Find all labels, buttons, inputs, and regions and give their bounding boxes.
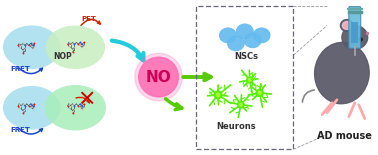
- Ellipse shape: [135, 53, 182, 101]
- FancyBboxPatch shape: [351, 22, 358, 43]
- Ellipse shape: [256, 89, 263, 96]
- Text: FRET: FRET: [10, 126, 30, 133]
- Ellipse shape: [214, 91, 222, 99]
- FancyArrowPatch shape: [112, 41, 144, 60]
- Ellipse shape: [139, 57, 178, 97]
- Ellipse shape: [45, 85, 106, 131]
- FancyArrowPatch shape: [18, 128, 42, 134]
- Text: NOP: NOP: [54, 52, 72, 61]
- Ellipse shape: [220, 28, 236, 43]
- Ellipse shape: [248, 79, 251, 81]
- Text: NO: NO: [146, 69, 172, 84]
- Ellipse shape: [342, 22, 351, 29]
- Ellipse shape: [244, 33, 261, 48]
- FancyBboxPatch shape: [349, 7, 361, 48]
- Ellipse shape: [236, 24, 253, 39]
- Ellipse shape: [3, 86, 60, 130]
- Ellipse shape: [342, 25, 368, 49]
- Ellipse shape: [3, 25, 60, 69]
- FancyArrowPatch shape: [166, 99, 182, 110]
- Ellipse shape: [46, 25, 105, 69]
- Ellipse shape: [228, 36, 244, 51]
- FancyArrowPatch shape: [183, 74, 211, 80]
- Ellipse shape: [253, 28, 270, 43]
- FancyArrowPatch shape: [302, 90, 314, 102]
- Ellipse shape: [216, 93, 220, 97]
- FancyArrowPatch shape: [81, 19, 100, 25]
- Ellipse shape: [239, 103, 242, 106]
- Ellipse shape: [258, 91, 261, 94]
- Text: PET: PET: [81, 16, 96, 22]
- FancyArrowPatch shape: [76, 97, 89, 103]
- Text: NSCs: NSCs: [234, 52, 258, 61]
- Text: FRET: FRET: [10, 66, 30, 72]
- Ellipse shape: [237, 102, 244, 108]
- Text: Neurons: Neurons: [216, 122, 256, 131]
- Ellipse shape: [247, 77, 253, 83]
- FancyArrowPatch shape: [18, 67, 42, 74]
- Ellipse shape: [314, 42, 369, 104]
- Ellipse shape: [341, 20, 353, 31]
- Text: AD mouse: AD mouse: [318, 131, 372, 142]
